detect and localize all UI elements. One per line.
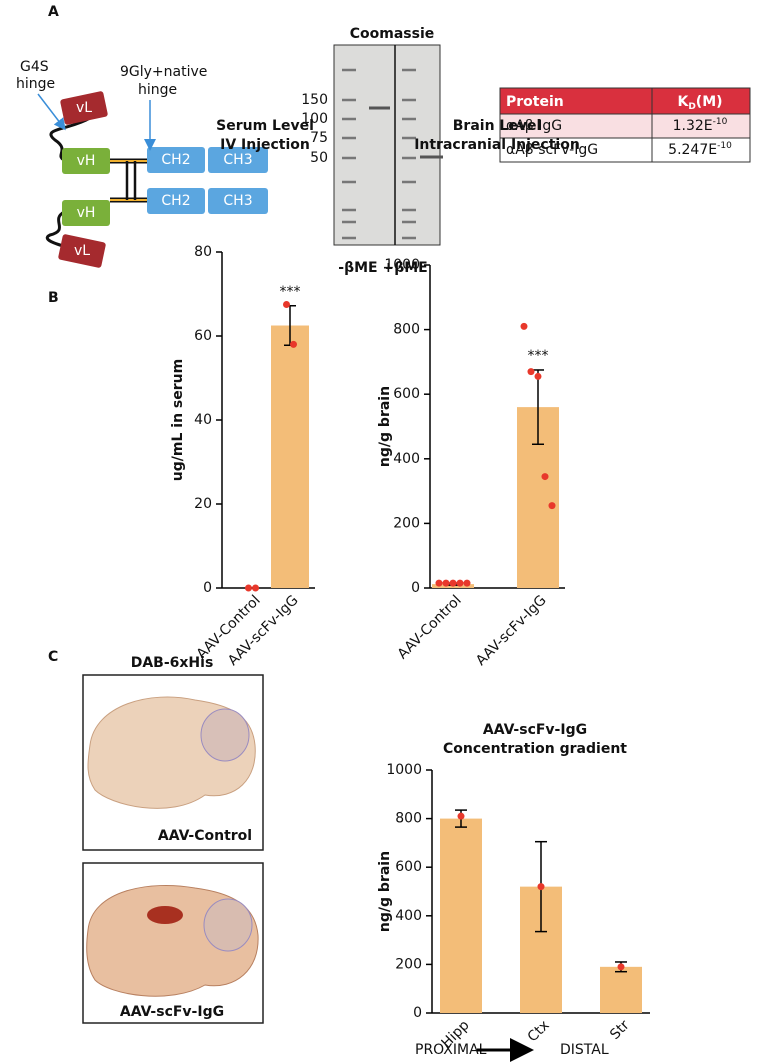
y-tick-label: 200 xyxy=(395,956,422,972)
y-tick-label: 600 xyxy=(393,386,420,402)
table-cell: αAβ IgG xyxy=(506,118,562,134)
data-point xyxy=(548,502,556,510)
table-header: Protein xyxy=(506,94,564,110)
brain-images: DAB-6xHis AAV-Control AAV-scFv-IgG xyxy=(82,655,264,1024)
y-tick-label: 40 xyxy=(194,412,212,428)
cell-part: 1.32E xyxy=(673,118,713,134)
chart-title: Serum Level xyxy=(216,118,314,134)
image-label: AAV-scFv-IgG xyxy=(120,1004,224,1020)
data-point xyxy=(283,301,290,308)
y-tick-label: 800 xyxy=(395,811,422,827)
panel-label: B xyxy=(48,290,59,306)
table-cell: 1.32E-10 xyxy=(673,117,728,135)
y-tick-label: 20 xyxy=(194,496,212,512)
y-tick-label: 400 xyxy=(393,451,420,467)
domain-label: vH xyxy=(77,153,96,169)
kd-table: Protein KD(M) αAβ IgG 1.32E-10 αAβ scFv-… xyxy=(499,87,751,163)
chart-title: IV Injection xyxy=(220,137,310,153)
y-tick-label: 0 xyxy=(411,580,420,596)
domain-label: vH xyxy=(77,205,96,221)
domain-label: CH3 xyxy=(223,193,252,209)
marker-label: 100 xyxy=(301,111,328,127)
y-tick-label: 1000 xyxy=(386,762,422,778)
data-point xyxy=(245,584,252,592)
antibody-diagram: vL vH CH2 CH3 CH2 CH3 vH vL G4S hinge 9G… xyxy=(16,59,268,268)
table-cell: 5.247E-10 xyxy=(668,141,732,159)
y-tick-label: 600 xyxy=(395,859,422,875)
cell-part: -10 xyxy=(713,117,728,127)
data-point xyxy=(534,372,542,380)
x-tick-label: Str xyxy=(607,1017,633,1043)
header-part: (M) xyxy=(696,94,723,110)
marker-label: 50 xyxy=(310,150,328,166)
domain-label: CH2 xyxy=(161,152,190,168)
domain-label: CH2 xyxy=(161,193,190,209)
domain-label: vL xyxy=(76,100,92,116)
data-point xyxy=(617,963,625,971)
header-part: D xyxy=(688,102,695,112)
y-tick-label: 200 xyxy=(393,515,420,531)
data-point xyxy=(537,883,545,891)
marker-label: 150 xyxy=(301,92,328,108)
annotation: hinge xyxy=(138,82,177,98)
annotation: G4S xyxy=(20,59,49,75)
y-tick-label: 800 xyxy=(393,322,420,338)
data-point xyxy=(463,579,471,587)
data-point xyxy=(252,584,259,592)
marker-label: 75 xyxy=(310,130,328,146)
gel-title: Coomassie xyxy=(350,26,435,42)
y-tick-label: 0 xyxy=(413,1005,422,1021)
chart-title: Intracranial Injection xyxy=(414,137,580,153)
annotation: 9Gly+native xyxy=(120,64,207,80)
panel-label: C xyxy=(48,649,58,665)
image-label: AAV-Control xyxy=(158,828,252,844)
cell-part: -10 xyxy=(717,141,732,151)
y-axis-label: ng/g brain xyxy=(377,851,393,932)
bar xyxy=(600,966,642,1013)
chart-title: Concentration gradient xyxy=(443,741,627,757)
data-point xyxy=(449,579,457,587)
domain-label: CH3 xyxy=(223,152,252,168)
annotation: hinge xyxy=(16,76,55,92)
data-point xyxy=(520,322,528,330)
x-tick-label: AAV-scFv-IgG xyxy=(473,592,550,669)
y-tick-label: 0 xyxy=(203,580,212,596)
data-point xyxy=(290,340,297,348)
y-tick-label: 400 xyxy=(395,908,422,924)
chart-title: AAV-scFv-IgG xyxy=(483,722,587,738)
cell-part: 5.247E xyxy=(668,142,717,158)
y-axis-label: ng/g brain xyxy=(377,386,393,467)
y-tick-label: 60 xyxy=(194,328,212,344)
gel: Coomassie 150 100 75 50 -βME +βME xyxy=(301,26,443,276)
x-tick-label: AAV-Control xyxy=(395,592,465,662)
data-point xyxy=(456,579,464,587)
data-point xyxy=(442,579,450,587)
image-title: DAB-6xHis xyxy=(131,655,214,671)
data-point xyxy=(457,812,465,820)
x-tick-label: Ctx xyxy=(525,1017,553,1045)
axis-footer: PROXIMAL xyxy=(415,1042,487,1058)
domain-label: vL xyxy=(74,243,90,259)
table-cell: αAβ scFv-IgG xyxy=(506,142,598,158)
bar xyxy=(440,818,482,1013)
axis-footer: DISTAL xyxy=(560,1042,609,1058)
chart-title: Brain Level xyxy=(453,118,542,134)
panel-label: A xyxy=(48,4,59,20)
data-point xyxy=(527,368,535,376)
significance: *** xyxy=(528,348,549,364)
data-point xyxy=(541,473,549,481)
data-point xyxy=(435,579,443,587)
header-part: K xyxy=(677,94,689,110)
significance: *** xyxy=(280,284,301,300)
y-axis-label: ug/mL in serum xyxy=(170,359,186,481)
bar xyxy=(271,325,309,588)
table-header: KD(M) xyxy=(677,94,722,112)
y-tick-label: 80 xyxy=(194,244,212,260)
y-tick-label: 1000 xyxy=(384,257,420,273)
lane-label: -βME +βME xyxy=(338,260,427,276)
